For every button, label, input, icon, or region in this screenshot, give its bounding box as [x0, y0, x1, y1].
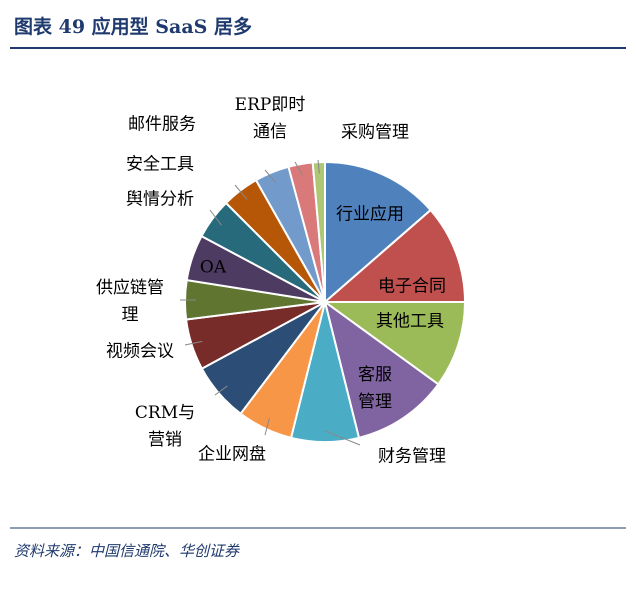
slice-label: 邮件服务 — [128, 115, 196, 135]
slice-label: 电子合同 — [378, 277, 446, 297]
slice-label: 舆情分析 — [126, 190, 194, 210]
slice-label: OA — [200, 258, 227, 278]
slice-label: 行业应用 — [336, 205, 404, 225]
slice-label: 供应链管理 — [96, 278, 164, 325]
slice-label: 财务管理 — [378, 447, 446, 467]
slice-label: 其他工具 — [376, 312, 444, 332]
slice-label: ERP即时通信 — [235, 95, 306, 142]
slice-label: 视频会议 — [106, 342, 174, 362]
source: 资料来源：中国信通院、华创证券 — [14, 542, 240, 560]
title: 图表 49 应用型 SaaS 居多 — [14, 15, 252, 38]
slice-label: 企业网盘 — [198, 445, 266, 465]
slice-label: 采购管理 — [341, 123, 409, 143]
slice-label: CRM与营销 — [135, 403, 195, 450]
pie: 行业应用电子合同其他工具客服管理财务管理企业网盘CRM与营销视频会议供应链管理O… — [96, 95, 465, 467]
slice-label: 安全工具 — [126, 155, 194, 175]
